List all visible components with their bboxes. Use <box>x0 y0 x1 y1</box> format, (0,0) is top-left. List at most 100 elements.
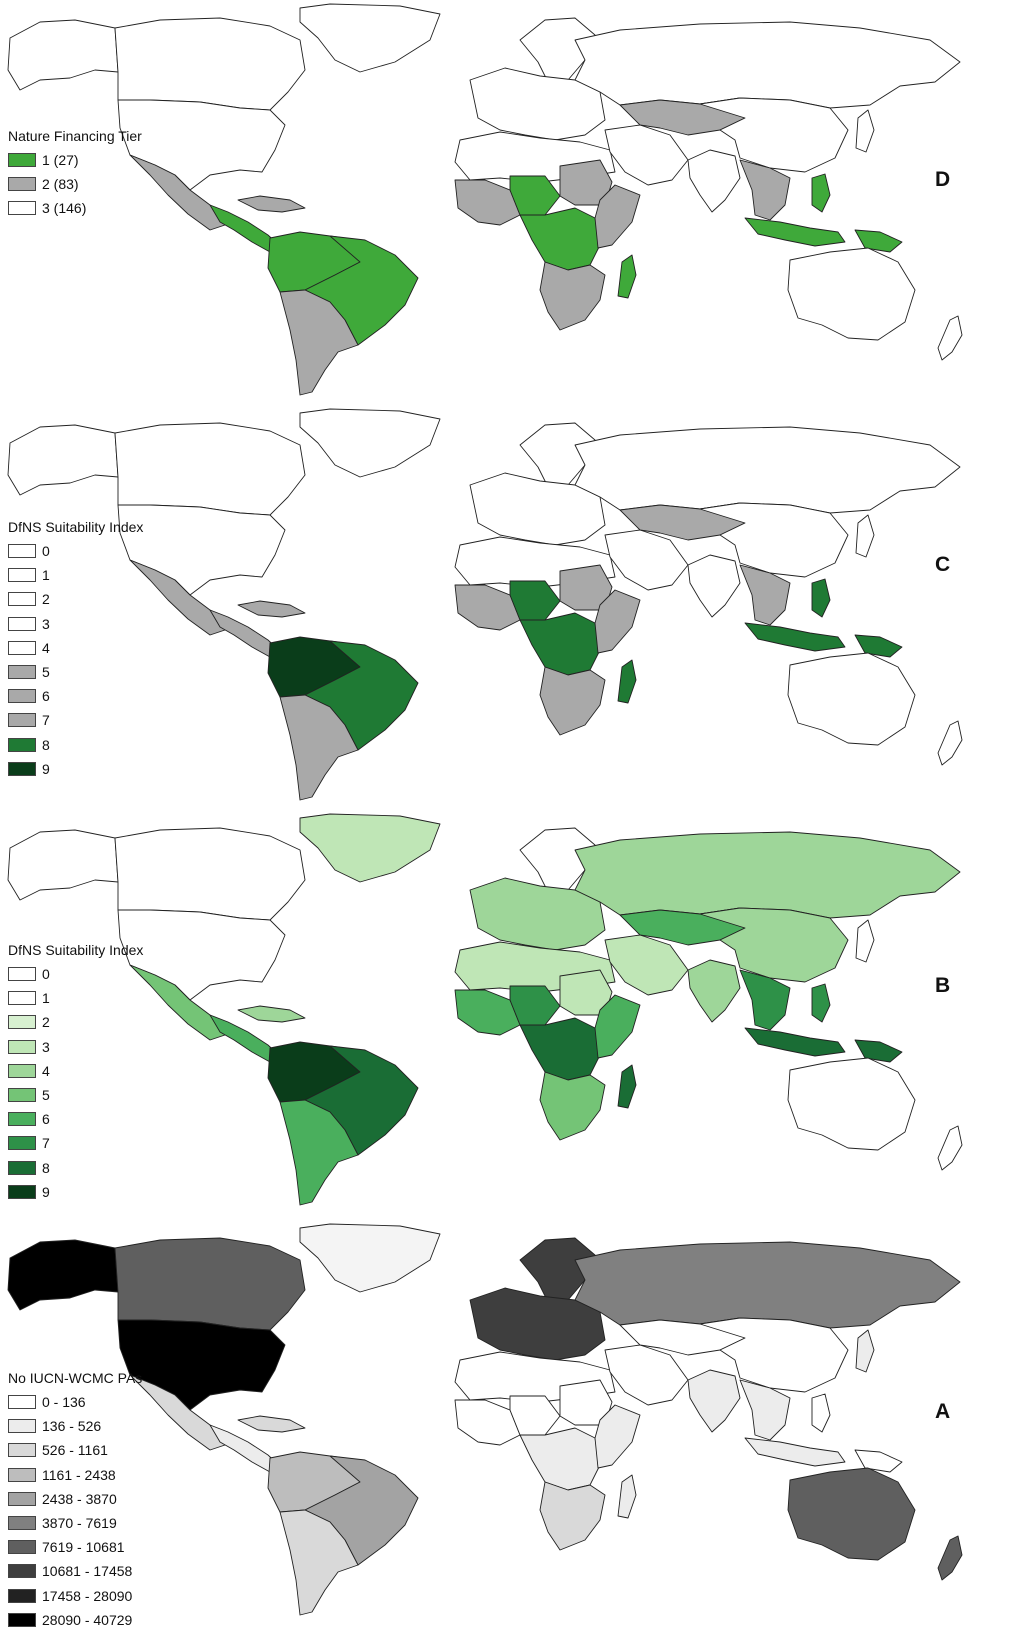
legend-label: 2 <box>42 1014 50 1031</box>
legend-item: 136 - 526 <box>8 1414 142 1438</box>
region-central-africa <box>519 1017 601 1081</box>
region-south-america-south <box>279 289 359 396</box>
legend-swatch <box>8 737 36 752</box>
region-europe <box>469 877 606 951</box>
legend-swatch <box>8 1063 36 1078</box>
legend: No IUCN-WCMC PAs 0 - 136 136 - 526 526 - 1… <box>8 1370 142 1632</box>
region-indonesia <box>744 622 846 652</box>
region-new-guinea <box>854 1039 903 1063</box>
legend-label: 6 <box>42 1111 50 1128</box>
legend-label: 3 <box>42 615 50 632</box>
legend-swatch <box>8 1564 36 1579</box>
region-australia <box>787 1467 916 1561</box>
region-japan <box>855 109 875 153</box>
region-china <box>699 907 849 983</box>
legend: Nature Financing Tier 1 (27) 2 (83) 3 (146… <box>8 128 142 221</box>
region-sahel <box>509 580 561 621</box>
region-new-guinea <box>854 229 903 253</box>
region-canada <box>114 422 306 516</box>
legend-item: 3870 - 7619 <box>8 1511 142 1535</box>
region-russia <box>574 426 961 514</box>
region-india <box>687 554 741 618</box>
legend-label: 9 <box>42 1183 50 1200</box>
legend-swatch <box>8 1015 36 1030</box>
region-india <box>687 959 741 1023</box>
region-new-zealand <box>937 315 963 361</box>
legend-label: 2 <box>42 591 50 608</box>
region-australia <box>787 1057 916 1151</box>
panel-letter: B <box>935 974 951 997</box>
region-china <box>699 1317 849 1393</box>
legend-item: 0 - 136 <box>8 1390 142 1414</box>
region-new-zealand <box>937 1535 963 1581</box>
legend-swatch <box>8 544 36 559</box>
legend-swatch <box>8 1588 36 1603</box>
legend-label: 1161 - 2438 <box>42 1466 116 1483</box>
region-new-guinea <box>854 1449 903 1473</box>
legend-item: 2 <box>8 1010 143 1034</box>
legend-label: 3870 - 7619 <box>42 1515 117 1532</box>
region-japan <box>855 1329 875 1373</box>
legend-label: 5 <box>42 1087 50 1104</box>
legend-item: 1 <box>8 563 143 587</box>
region-east-africa <box>594 994 641 1059</box>
legend-label: 8 <box>42 1159 50 1176</box>
legend-label: 4 <box>42 639 50 656</box>
region-madagascar <box>617 1474 637 1519</box>
legend-label: 136 - 526 <box>42 1418 102 1435</box>
region-new-guinea <box>854 634 903 658</box>
legend-label: 28090 - 40729 <box>42 1611 133 1628</box>
region-greenland <box>299 1223 441 1293</box>
legend-item: 0 <box>8 962 143 986</box>
legend-label: 10681 - 17458 <box>42 1563 133 1580</box>
legend-item: 1 (27) <box>8 148 142 172</box>
region-west-africa <box>454 989 521 1036</box>
legend-item: 3 <box>8 612 143 636</box>
panel-letter: C <box>935 553 951 576</box>
region-sahel <box>509 985 561 1026</box>
legend-item: 2 <box>8 587 143 611</box>
legend-swatch <box>8 1419 36 1434</box>
legend: DfNS Suitability Index 0 1 2 3 4 5 6 7 8 9 <box>8 942 143 1204</box>
legend-swatch <box>8 761 36 776</box>
region-west-africa <box>454 179 521 226</box>
region-caribbean <box>237 195 306 213</box>
region-east-africa <box>594 1404 641 1469</box>
region-philippines <box>811 983 831 1023</box>
region-southeast-asia <box>739 159 791 221</box>
legend-item: 7619 - 10681 <box>8 1535 142 1559</box>
legend-swatch <box>8 1039 36 1054</box>
region-europe <box>469 472 606 546</box>
region-india <box>687 1369 741 1433</box>
legend-item: 4 <box>8 636 143 660</box>
legend-label: 17458 - 28090 <box>42 1587 133 1604</box>
region-caribbean <box>237 1005 306 1023</box>
legend-items: 0 - 136 136 - 526 526 - 1161 1161 - 2438 243… <box>8 1390 142 1632</box>
legend-label: 0 - 136 <box>42 1394 86 1411</box>
region-southern-africa <box>539 1071 606 1141</box>
world-map <box>7 813 963 1206</box>
legend-item: 8 <box>8 1156 143 1180</box>
region-east-africa <box>594 589 641 654</box>
region-greenland <box>299 813 441 883</box>
region-southern-africa <box>539 261 606 331</box>
legend-swatch <box>8 665 36 680</box>
region-middle-east <box>604 529 689 591</box>
region-usa <box>117 1319 286 1411</box>
legend-label: 526 - 1161 <box>42 1442 108 1459</box>
region-alaska <box>7 19 119 91</box>
region-australia <box>787 652 916 746</box>
legend-item: 3 (146) <box>8 196 142 220</box>
region-middle-east <box>604 934 689 996</box>
region-australia <box>787 247 916 341</box>
region-south-america-south <box>279 1509 359 1616</box>
legend-label: 3 <box>42 1038 50 1055</box>
legend-item: 1161 - 2438 <box>8 1463 142 1487</box>
region-japan <box>855 919 875 963</box>
region-japan <box>855 514 875 558</box>
region-europe <box>469 67 606 141</box>
legend-item: 2 (83) <box>8 172 142 196</box>
legend-swatch <box>8 1612 36 1627</box>
panel-letter: A <box>935 1400 951 1423</box>
region-alaska <box>7 829 119 901</box>
